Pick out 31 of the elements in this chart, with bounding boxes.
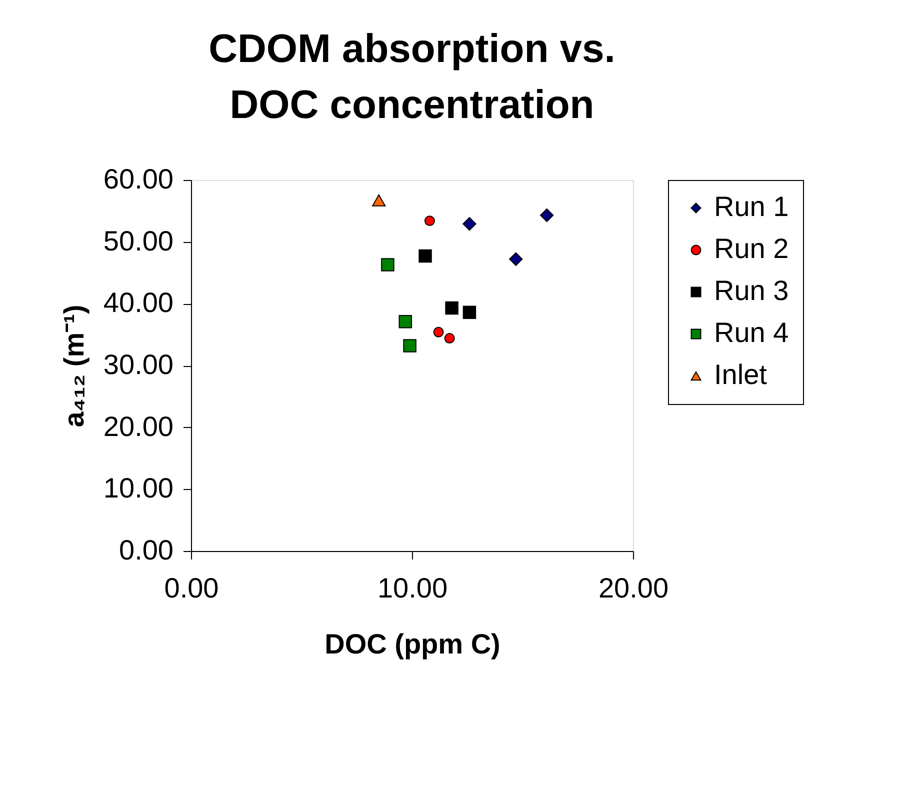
point (398, 314, 412, 328)
point (403, 339, 416, 352)
y-tick-label: 60.00 (103, 164, 174, 194)
chart-title: CDOM absorption vs. DOC concentration (208, 27, 616, 127)
point (462, 217, 476, 231)
x-axis-title: DOC (ppm C) (324, 628, 500, 660)
point (372, 194, 386, 206)
point (433, 326, 444, 338)
point (445, 301, 458, 315)
y-tick-label: 20.00 (103, 410, 174, 442)
point (462, 306, 476, 319)
y-axis-title: a₄₁₂ (m⁻¹) (58, 304, 90, 428)
legend-label: Run 2 (714, 233, 789, 264)
legend-label: Run 4 (714, 317, 789, 348)
x-tick-label: 20.00 (598, 572, 669, 604)
point (444, 333, 455, 344)
y-tick-label: 50.00 (103, 225, 174, 256)
y-tick-label: 10.00 (103, 472, 174, 504)
x-tick-label: 10.00 (377, 572, 448, 604)
point (509, 252, 523, 266)
point (540, 208, 554, 222)
point (381, 258, 394, 272)
legend-label: Run 3 (714, 275, 789, 306)
x-tick-label: 0.00 (164, 572, 219, 604)
y-tick-label: 0.00 (119, 534, 174, 566)
y-tick-label: 30.00 (103, 349, 174, 380)
point (418, 249, 432, 263)
point (424, 216, 435, 226)
legend-label: Inlet (714, 359, 768, 390)
legend-label: Run 1 (714, 191, 789, 222)
y-tick-label: 40.00 (103, 287, 174, 318)
